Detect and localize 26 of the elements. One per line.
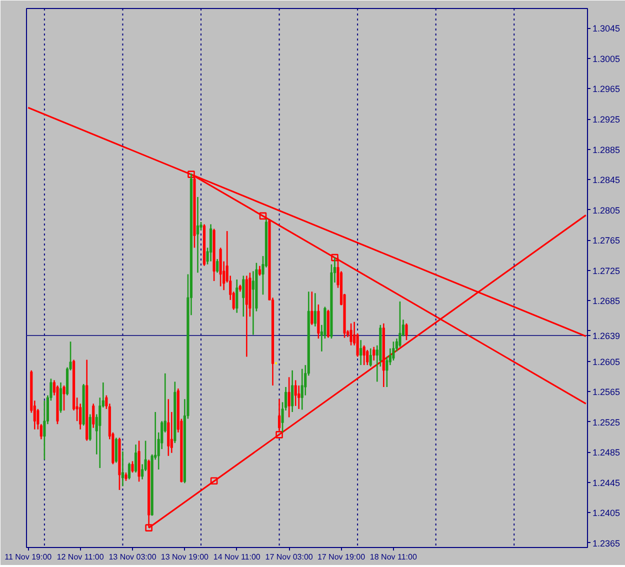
y-tick-label: 1.2725 xyxy=(592,266,620,276)
x-tick-label: 13 Nov 03:00 xyxy=(108,552,157,562)
x-tick-label: 14 Nov 11:00 xyxy=(213,552,261,562)
ref-line-label: 1.2639 xyxy=(592,331,620,342)
y-tick-label: 1.2965 xyxy=(592,84,620,94)
x-tick-label: 13 Nov 19:00 xyxy=(160,552,210,562)
x-tick-label: 11 Nov 19:00 xyxy=(4,552,52,562)
y-tick-label: 1.3005 xyxy=(592,54,620,64)
y-tick-label: 1.2805 xyxy=(592,205,620,216)
x-tick-label: 18 Nov 11:00 xyxy=(370,552,418,562)
x-tick-label: 17 Nov 19:00 xyxy=(317,552,366,562)
y-tick-label: 1.2405 xyxy=(592,508,620,518)
y-tick-label: 1.2925 xyxy=(592,114,620,125)
x-tick-label: 12 Nov 11:00 xyxy=(56,552,104,562)
y-tick-label: 1.2445 xyxy=(592,478,620,488)
y-tick-label: 1.2485 xyxy=(592,448,620,458)
y-tick-label: 1.2885 xyxy=(592,144,620,155)
y-tick-label: 1.2365 xyxy=(592,538,620,548)
y-tick-label: 1.2685 xyxy=(592,296,620,306)
y-tick-label: 1.2765 xyxy=(592,236,620,246)
y-tick-label: 1.2525 xyxy=(592,417,620,428)
x-tick-label: 17 Nov 03:00 xyxy=(265,552,314,562)
y-tick-label: 1.2565 xyxy=(592,387,620,398)
y-tick-label: 1.3045 xyxy=(592,24,620,34)
y-tick-label: 1.2845 xyxy=(592,175,620,186)
y-tick-label: 1.2605 xyxy=(592,356,620,367)
